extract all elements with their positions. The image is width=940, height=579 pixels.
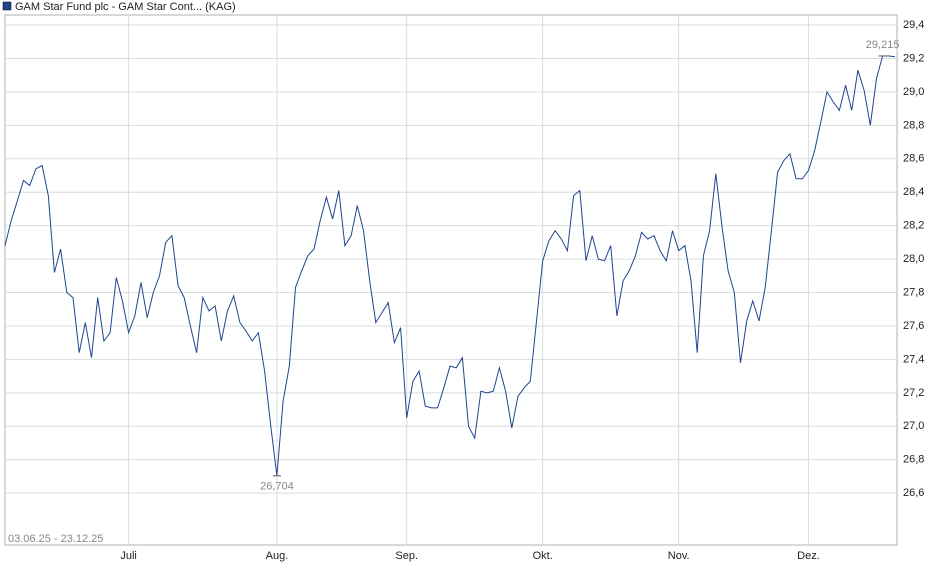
y-tick-label: 26,8	[903, 454, 924, 466]
y-tick-label: 28,2	[903, 220, 924, 232]
y-tick-label: 29,4	[903, 19, 924, 31]
legend-swatch	[2, 1, 12, 11]
y-tick-label: 28,8	[903, 119, 924, 131]
plot-frame	[4, 14, 898, 546]
x-tick-label: Aug.	[266, 550, 289, 562]
legend-label: GAM Star Fund plc - GAM Star Cont... (KA…	[15, 1, 236, 13]
y-tick-label: 28,4	[903, 186, 924, 198]
x-tick-label: Okt.	[533, 550, 553, 562]
y-tick-label: 28,6	[903, 153, 924, 165]
x-tick-label: Nov.	[668, 550, 690, 562]
x-tick-label: Sep.	[395, 550, 418, 562]
extreme-label: 29,215	[866, 39, 900, 51]
date-range: 03.06.25 - 23.12.25	[8, 533, 103, 545]
y-tick-label: 29,2	[903, 52, 924, 64]
y-tick-label: 27,4	[903, 353, 924, 365]
y-tick-label: 27,8	[903, 286, 924, 298]
y-tick-label: 27,2	[903, 387, 924, 399]
x-tick-label: Juli	[120, 550, 137, 562]
y-tick-label: 28,0	[903, 253, 924, 265]
y-tick-label: 27,0	[903, 420, 924, 432]
extreme-label: 26,704	[260, 481, 294, 493]
y-tick-label: 29,0	[903, 86, 924, 98]
y-tick-label: 26,6	[903, 487, 924, 499]
price-line	[4, 55, 896, 476]
x-tick-label: Dez.	[797, 550, 820, 562]
y-tick-label: 27,6	[903, 320, 924, 332]
